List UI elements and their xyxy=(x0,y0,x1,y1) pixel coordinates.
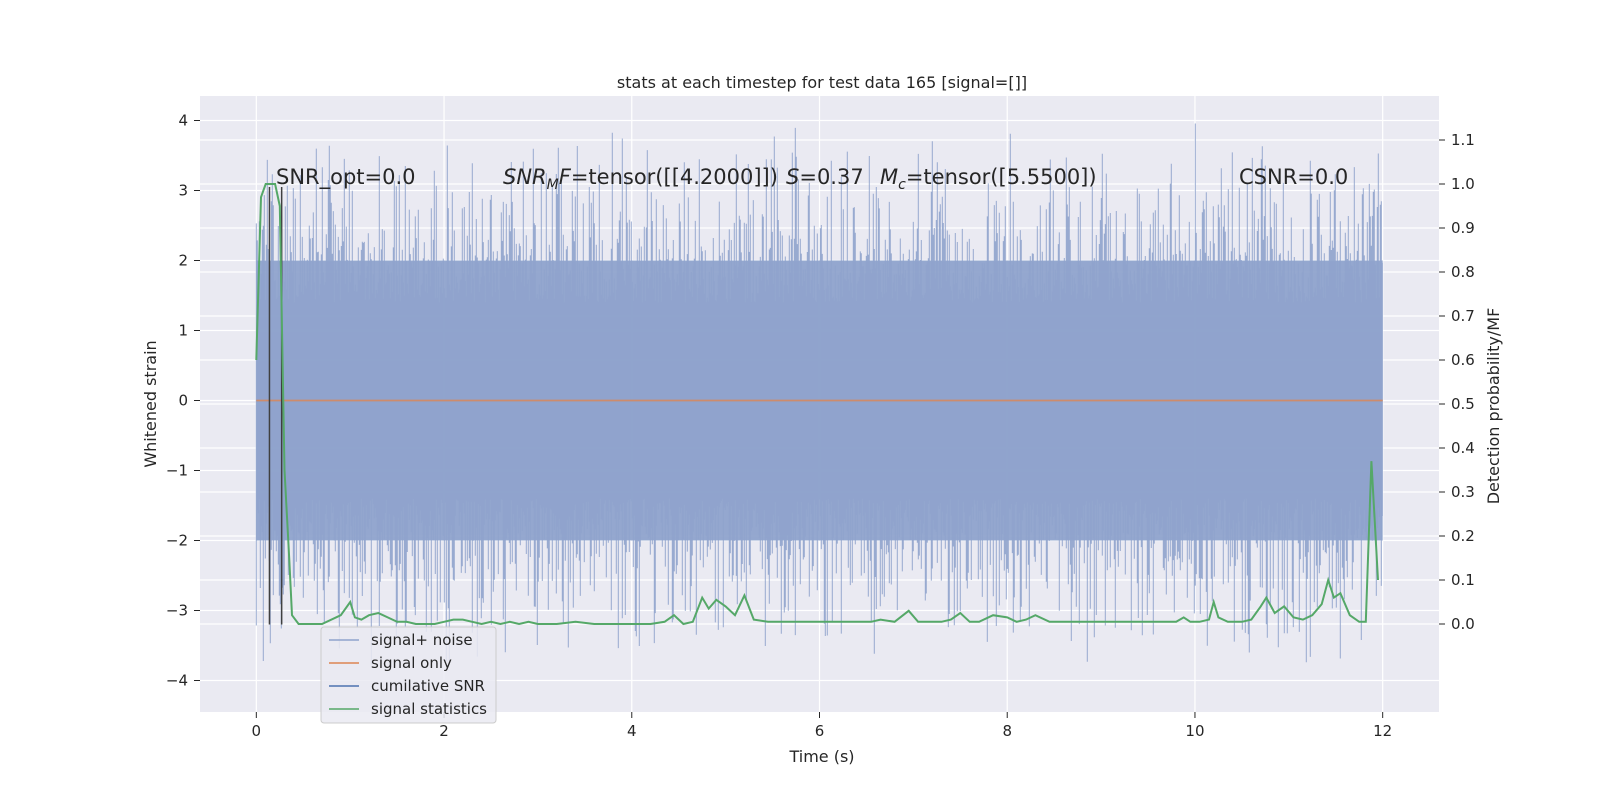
x-tick-label: 10 xyxy=(1185,722,1204,740)
y-tick-label: 1 xyxy=(178,322,188,340)
y2-tick-label: 0.6 xyxy=(1451,351,1475,369)
x-axis-label: Time (s) xyxy=(788,747,854,766)
y-tick-label: 4 xyxy=(178,112,188,130)
y-axis-label: Whitened strain xyxy=(141,340,160,467)
annotations: SNR_opt=0.0 SNRMF=tensor([[4.2000]]) S=0… xyxy=(276,165,1348,193)
legend: signal+ noise signal only cumilative SNR… xyxy=(320,626,497,724)
x-tick-label: 4 xyxy=(627,722,637,740)
signal-statistics-line xyxy=(255,183,1379,626)
chart-title: stats at each timestep for test data 165… xyxy=(617,73,1027,92)
y2-tick-label: 1.0 xyxy=(1451,175,1475,193)
x-tick-label: 6 xyxy=(815,722,825,740)
x-tick-label: 8 xyxy=(1002,722,1012,740)
y2-axis-label: Detection probability/MF xyxy=(1484,308,1503,505)
y2-tick-label: 0.4 xyxy=(1451,439,1475,457)
y2-tick-label: 0.1 xyxy=(1451,571,1475,589)
x-tick-label: 0 xyxy=(252,722,262,740)
signal-statistics-series xyxy=(255,183,1379,626)
annotation-mc: Mc=tensor([5.5500]) xyxy=(880,165,1097,193)
x-tick-label: 2 xyxy=(439,722,449,740)
annotation-s: S=0.37 xyxy=(786,165,864,189)
y-tick-label: 0 xyxy=(178,392,188,410)
legend-label-cumulative: cumilative SNR xyxy=(371,677,485,695)
y-tick-label: 3 xyxy=(178,182,188,200)
y2-tick-label: 0.5 xyxy=(1451,395,1475,413)
annotation-snr-opt: SNR_opt=0.0 xyxy=(276,165,416,190)
legend-label-statistics: signal statistics xyxy=(371,700,487,718)
y2-tick-label: 0.3 xyxy=(1451,483,1475,501)
y2-tick-label: 0.0 xyxy=(1451,615,1475,633)
legend-label-noise: signal+ noise xyxy=(371,631,473,649)
y-tick-label: 2 xyxy=(178,252,188,270)
x-tick-label: 12 xyxy=(1373,722,1392,740)
noise-spikes xyxy=(255,123,1383,665)
y2-axis-ticks: 0.0 0.1 0.2 0.3 0.4 0.5 0.6 0.7 0.8 0.9 1.0 1.1 xyxy=(1439,131,1475,633)
y-tick-label: −3 xyxy=(166,602,188,620)
y2-tick-label: 1.1 xyxy=(1451,131,1475,149)
annotation-csnr: CSNR=0.0 xyxy=(1239,165,1348,189)
y-tick-label: −2 xyxy=(166,532,188,550)
y2-tick-label: 0.2 xyxy=(1451,527,1475,545)
legend-label-signal: signal only xyxy=(371,654,452,672)
y2-tick-label: 0.9 xyxy=(1451,219,1475,237)
y-tick-label: −4 xyxy=(166,672,188,690)
annotation-snr-mf: SNRMF=tensor([[4.2000]]) xyxy=(503,165,778,193)
legend-box xyxy=(320,626,497,724)
x-axis-ticks: 0 2 4 6 8 10 12 xyxy=(252,712,1392,740)
y2-tick-label: 0.8 xyxy=(1451,263,1475,281)
y2-tick-label: 0.7 xyxy=(1451,307,1475,325)
y-tick-label: −1 xyxy=(166,462,188,480)
y-axis-ticks: −4 −3 −2 −1 0 1 2 3 4 xyxy=(166,112,200,690)
